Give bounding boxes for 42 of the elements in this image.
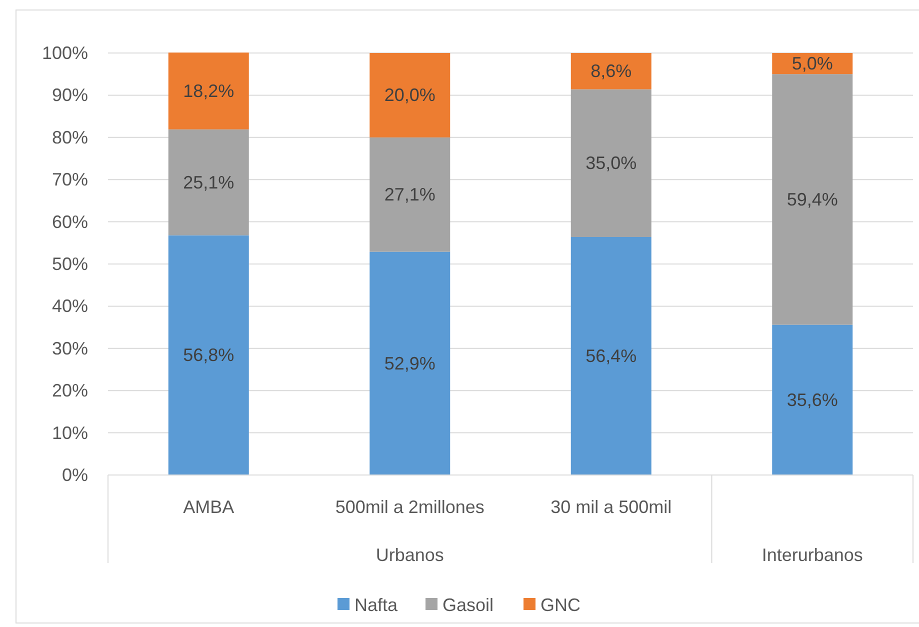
y-tick-label: 60% xyxy=(52,212,88,232)
y-tick-label: 70% xyxy=(52,170,88,190)
text: 25,1% xyxy=(183,172,234,192)
bar xyxy=(570,236,652,475)
text: 59,4% xyxy=(786,189,838,210)
text: 52,9% xyxy=(384,353,436,374)
text: 35,6% xyxy=(786,390,838,410)
bar xyxy=(168,235,249,475)
bar xyxy=(570,53,652,90)
y-tick-label: 80% xyxy=(52,127,88,148)
y-tick-label: 50% xyxy=(52,254,88,274)
bar xyxy=(370,53,450,138)
y-tick-label: 30% xyxy=(52,338,88,358)
text: 20,0% xyxy=(384,85,436,106)
text: 5,0% xyxy=(792,54,833,74)
text: Urbanos xyxy=(376,545,444,565)
text: 56,4% xyxy=(586,346,637,366)
x-tick-label: 500mil a 2millones xyxy=(335,497,484,517)
bar xyxy=(772,74,853,325)
text: 56,8% xyxy=(183,345,234,366)
text: Interurbanos xyxy=(762,545,863,565)
bar xyxy=(772,324,853,475)
legend-label: GNC xyxy=(540,595,580,615)
text: 8,6% xyxy=(590,61,632,82)
y-tick-label: 20% xyxy=(52,380,88,401)
y-tick-label: 40% xyxy=(52,296,88,316)
y-tick-label: 0% xyxy=(62,465,88,485)
legend-label: Nafta xyxy=(354,595,399,615)
y-tick-label: 90% xyxy=(52,85,88,106)
x-tick-label: 30 mil a 500mil xyxy=(550,497,672,517)
text: 18,2% xyxy=(183,80,234,101)
bar xyxy=(370,252,450,475)
text: 35,0% xyxy=(586,153,637,174)
y-tick-label: 10% xyxy=(52,422,88,443)
y-tick-label: 100% xyxy=(42,43,88,63)
bar xyxy=(570,89,652,237)
bar xyxy=(168,129,249,236)
x-tick-label: AMBA xyxy=(183,497,234,517)
bar xyxy=(370,137,450,252)
text: 27,1% xyxy=(384,184,436,205)
legend-label: Gasoil xyxy=(442,595,494,615)
bar xyxy=(168,52,249,130)
